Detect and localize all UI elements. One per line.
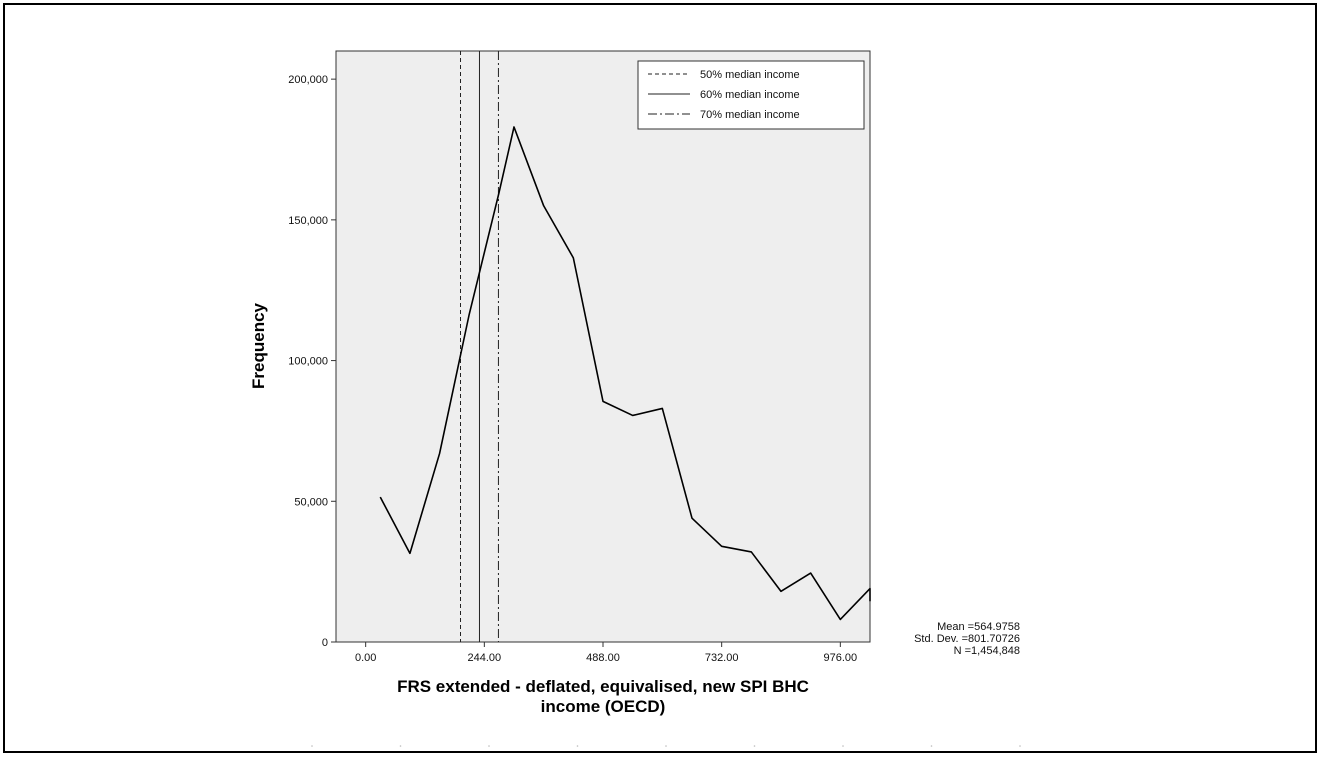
margin-dot: [930, 745, 933, 747]
y-tick-label: 0: [322, 637, 328, 649]
margin-dot: [1019, 745, 1021, 747]
margin-dot: [753, 745, 756, 747]
legend-label: 70% median income: [700, 109, 800, 121]
legend-box: [637, 60, 865, 130]
stats-line: N =1,454,848: [954, 645, 1020, 657]
x-axis-title-line: income (OECD): [541, 697, 666, 716]
margin-dot: [842, 745, 844, 747]
legend-label: 60% median income: [700, 89, 800, 101]
plot-area: [335, 50, 871, 643]
stats-line: Std. Dev. =801.70726: [914, 633, 1020, 645]
y-tick-label: 50,000: [294, 496, 328, 508]
margin-dot: [311, 745, 313, 747]
x-tick-label: 488.00: [586, 652, 620, 664]
y-tick-label: 150,000: [288, 215, 328, 227]
legend-label: 50% median income: [700, 69, 800, 81]
x-tick-label: 244.00: [468, 652, 502, 664]
stats-line: Mean =564.9758: [937, 621, 1020, 633]
x-tick-label: 976.00: [824, 652, 858, 664]
margin-dot: [488, 745, 490, 747]
margin-dot: [399, 745, 402, 747]
y-tick-label: 100,000: [288, 356, 328, 368]
x-tick-label: 0.00: [355, 652, 376, 664]
x-axis-title-line: FRS extended - deflated, equivalised, ne…: [397, 677, 809, 696]
y-tick-label: 200,000: [288, 74, 328, 86]
x-tick-label: 732.00: [705, 652, 739, 664]
y-axis-title: Frequency: [249, 302, 268, 389]
margin-dot: [576, 745, 579, 747]
margin-dot: [665, 745, 667, 747]
